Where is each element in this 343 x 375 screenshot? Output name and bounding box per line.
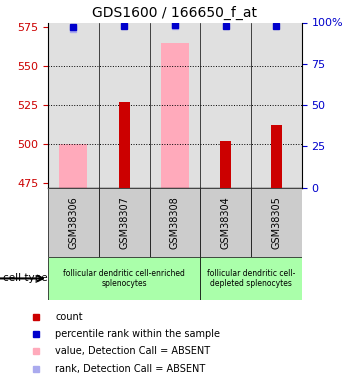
Text: GSM38304: GSM38304 xyxy=(221,196,231,249)
Text: GSM38305: GSM38305 xyxy=(271,196,282,249)
Bar xyxy=(200,188,251,257)
Bar xyxy=(150,22,200,188)
Text: follicular dendritic cell-enriched
splenocytes: follicular dendritic cell-enriched splen… xyxy=(63,269,185,288)
Bar xyxy=(161,43,189,188)
Text: value, Detection Call = ABSENT: value, Detection Call = ABSENT xyxy=(55,346,210,356)
Text: GSM38307: GSM38307 xyxy=(119,196,129,249)
Text: GSM38306: GSM38306 xyxy=(68,196,79,249)
Text: count: count xyxy=(55,312,83,321)
Bar xyxy=(99,188,150,257)
Bar xyxy=(200,257,302,300)
Bar xyxy=(271,125,282,188)
Bar xyxy=(48,188,99,257)
Bar xyxy=(48,22,99,188)
Bar xyxy=(150,188,200,257)
Bar xyxy=(59,144,87,188)
Bar xyxy=(48,257,200,300)
Bar xyxy=(251,22,302,188)
Text: follicular dendritic cell-
depleted splenocytes: follicular dendritic cell- depleted sple… xyxy=(207,269,295,288)
Text: cell type: cell type xyxy=(3,273,48,284)
Text: GSM38308: GSM38308 xyxy=(170,196,180,249)
Text: rank, Detection Call = ABSENT: rank, Detection Call = ABSENT xyxy=(55,364,205,374)
Bar xyxy=(99,22,150,188)
Bar xyxy=(220,141,231,188)
Bar xyxy=(200,22,251,188)
Title: GDS1600 / 166650_f_at: GDS1600 / 166650_f_at xyxy=(92,6,258,20)
Text: percentile rank within the sample: percentile rank within the sample xyxy=(55,329,220,339)
Bar xyxy=(251,188,302,257)
Bar xyxy=(119,102,130,188)
